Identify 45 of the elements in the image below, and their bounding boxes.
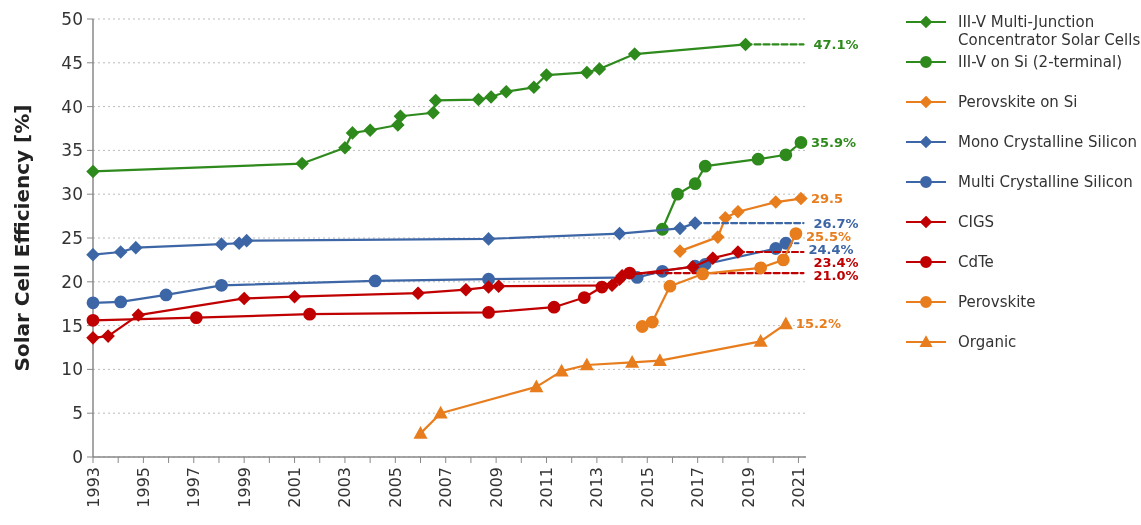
legend-label: Organic	[958, 333, 1017, 351]
legend-label: CIGS	[958, 213, 995, 231]
data-label: 47.1%	[813, 36, 859, 52]
legend-label: CdTe	[958, 253, 994, 271]
x-tick-label: 2015	[637, 467, 657, 508]
y-tick-label: 5	[72, 403, 83, 424]
data-label: 26.7%	[813, 215, 859, 231]
data-label: 24.4%	[808, 241, 854, 257]
legend-label: III-V Multi-Junction Concentrator Solar Cells	[958, 13, 1141, 49]
x-tick-label: 2009	[486, 467, 506, 508]
x-tick-label: 2021	[788, 467, 808, 508]
y-tick-label: 50	[61, 9, 83, 29]
data-label: 29.5	[810, 191, 844, 207]
data-label: 35.9%	[810, 135, 857, 151]
x-tick-label: 1995	[133, 467, 153, 508]
data-label: 23.4%	[813, 254, 859, 270]
x-tick-label: 2019	[738, 467, 758, 508]
x-tick-label: 2001	[285, 467, 305, 508]
x-tick-label: 2013	[587, 467, 607, 508]
legend-label: Perovskite on Si	[958, 93, 1078, 111]
data-label: 15.2%	[795, 316, 841, 332]
y-tick-label: 40	[61, 96, 83, 117]
y-tick-label: 25	[61, 228, 83, 248]
data-label: 21.0%	[813, 267, 859, 283]
x-tick-label: 1999	[234, 467, 254, 508]
x-tick-label: 1993	[83, 467, 103, 508]
legend-label: III-V on Si (2-terminal)	[958, 53, 1123, 71]
legend-label: Multi Crystalline Silicon	[958, 173, 1133, 191]
x-tick-label: 2005	[385, 467, 405, 508]
y-tick-label: 20	[61, 271, 83, 292]
x-tick-label: 2017	[688, 467, 708, 508]
x-tick-label: 2011	[537, 467, 556, 508]
y-tick-label: 0	[72, 447, 83, 467]
y-axis-title: Solar Cell Efficiency [%]	[10, 104, 34, 372]
x-tick-label: 2007	[436, 467, 456, 508]
legend-label: Mono Crystalline Silicon	[958, 133, 1137, 151]
y-tick-label: 35	[61, 140, 83, 161]
y-tick-label: 45	[61, 52, 83, 73]
legend-label: Perovskite	[958, 293, 1036, 311]
data-label: 25.5%	[805, 228, 852, 244]
y-tick-label: 30	[61, 184, 83, 205]
x-tick-label: 2003	[335, 467, 355, 508]
x-tick-label: 1997	[184, 467, 204, 508]
y-tick-label: 15	[61, 315, 83, 336]
y-tick-label: 10	[61, 359, 83, 380]
